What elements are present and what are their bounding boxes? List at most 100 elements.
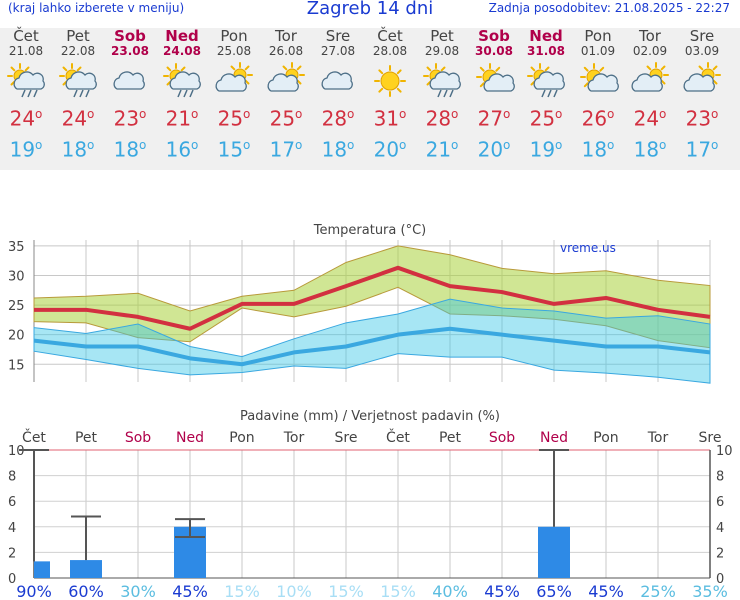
- forecast-day: Čet 28.08 31o 20o: [364, 28, 416, 162]
- precipitation-chart-title: Padavine (mm) / Verjetnost padavin (%): [240, 409, 500, 424]
- precip-probability: 45%: [484, 582, 520, 600]
- precip-probability: 15%: [224, 582, 260, 600]
- x-tick-label: Tor: [283, 430, 305, 446]
- day-date: 02.09: [632, 44, 668, 58]
- precip-probability: 90%: [16, 582, 52, 600]
- day-date: 31.08: [527, 44, 565, 58]
- forecast-day: Sre 03.09 23o 17o: [676, 28, 728, 162]
- sun-cloud-icon: [572, 61, 624, 101]
- day-name: Pet: [430, 27, 454, 45]
- y-tick-label: 30: [8, 270, 25, 285]
- max-temp: 21o: [165, 106, 199, 131]
- sun-cloud-rain-icon: [156, 61, 208, 101]
- day-date: 27.08: [320, 44, 356, 58]
- x-tick-label: Pet: [75, 430, 98, 446]
- x-tick-label: Sob: [489, 430, 515, 446]
- max-temp: 24o: [61, 106, 95, 131]
- precip-probability: 10%: [276, 582, 312, 600]
- forecast-day: Pon 25.08 25o 15o: [208, 28, 260, 162]
- day-name: Pon: [220, 27, 248, 45]
- precip-bar: [34, 561, 50, 578]
- day-name: Ned: [165, 27, 199, 45]
- sun-cloud-rain-icon: [416, 61, 468, 101]
- forecast-day: Tor 02.09 24o 18o: [624, 28, 676, 162]
- day-date: 03.09: [684, 44, 720, 58]
- min-temp: 20o: [373, 137, 407, 162]
- y-tick-label: 8: [8, 470, 16, 485]
- min-temp: 19o: [9, 137, 43, 162]
- day-date: 01.09: [580, 44, 616, 58]
- page-title: Zagreb 14 dni: [306, 0, 434, 19]
- forecast-day: Tor 26.08 25o 17o: [260, 28, 312, 162]
- precip-probability: 35%: [692, 582, 728, 600]
- min-temp: 20o: [477, 137, 511, 162]
- cloudy-icon: [104, 61, 156, 101]
- precip-probability: 60%: [68, 582, 104, 600]
- day-name: Sob: [478, 27, 510, 45]
- sun-cloud-rain-icon: [0, 61, 52, 101]
- y-tick-label: 20: [8, 329, 25, 344]
- min-temp: 19o: [529, 137, 563, 162]
- y-tick-label: 2: [8, 546, 16, 561]
- x-tick-label: Sre: [699, 430, 722, 446]
- forecast-day: Čet 21.08 24o 19o: [0, 28, 52, 162]
- min-temp: 21o: [425, 137, 459, 162]
- max-temp-line: [34, 265, 711, 331]
- max-temp: 26o: [581, 106, 615, 131]
- forecast-day: Pet 22.08 24o 18o: [52, 28, 104, 162]
- x-tick-label: Sre: [335, 430, 358, 446]
- min-temp-line: [33, 326, 711, 367]
- min-temp: 18o: [581, 137, 615, 162]
- sunny-icon: [364, 61, 416, 101]
- precip-probability: 25%: [640, 582, 676, 600]
- day-name: Čet: [13, 27, 39, 45]
- min-temp: 18o: [633, 137, 667, 162]
- precip-probability: 15%: [328, 582, 364, 600]
- y-tick-label: 6: [8, 495, 16, 510]
- y-tick-label: 0: [8, 572, 16, 587]
- forecast-day: Ned 31.08 25o 19o: [520, 28, 572, 162]
- y-tick-label-right: 0: [716, 572, 724, 587]
- x-tick-label: Ned: [176, 430, 204, 446]
- day-date: 23.08: [111, 44, 149, 58]
- partly-cloudy-icon: [260, 61, 312, 101]
- day-date: 22.08: [60, 44, 96, 58]
- precip-probability: 15%: [380, 582, 416, 600]
- y-tick-label: 15: [8, 358, 25, 373]
- daily-forecast: Čet 21.08 24o 19o Pet 22.08 24o 18o Sob 23…: [0, 28, 740, 170]
- forecast-day: Pet 29.08 28o 21o: [416, 28, 468, 162]
- forecast-day: Sob 30.08 27o 20o: [468, 28, 520, 162]
- x-tick-label: Tor: [647, 430, 669, 446]
- day-date: 30.08: [475, 44, 513, 58]
- sun-cloud-rain-icon: [520, 61, 572, 101]
- partly-cloudy-icon: [624, 61, 676, 101]
- header-left: (kraj lahko izberete v meniju): [8, 1, 185, 15]
- last-update: Zadnja posodobitev: 21.08.2025 - 22:27: [488, 1, 730, 15]
- cloudy-icon: [312, 61, 364, 101]
- y-tick-label-right: 4: [716, 521, 724, 536]
- x-tick-label: Ned: [540, 430, 568, 446]
- min-temp: 18o: [113, 137, 147, 162]
- max-temp: 25o: [529, 106, 563, 131]
- max-temp: 25o: [269, 106, 303, 131]
- precip-bar: [70, 560, 102, 578]
- y-tick-label-right: 2: [716, 546, 724, 561]
- max-temp: 24o: [9, 106, 43, 131]
- min-temp: 16o: [165, 137, 199, 162]
- forecast-day: Sob 23.08 23o 18o: [104, 28, 156, 162]
- day-name: Pon: [584, 27, 612, 45]
- forecast-day: Sre 27.08 28o 18o: [312, 28, 364, 162]
- x-tick-label: Čet: [22, 428, 46, 446]
- day-name: Čet: [377, 27, 403, 45]
- day-date: 28.08: [372, 44, 408, 58]
- day-name: Sre: [689, 27, 715, 45]
- partly-cloudy-icon: [676, 61, 728, 101]
- precip-probability: 65%: [536, 582, 572, 600]
- max-temp: 23o: [113, 106, 147, 131]
- day-name: Pet: [66, 27, 90, 45]
- partly-cloudy-icon: [208, 61, 260, 101]
- day-name: Ned: [529, 27, 563, 45]
- max-temp: 24o: [633, 106, 667, 131]
- max-temp: 23o: [685, 106, 719, 131]
